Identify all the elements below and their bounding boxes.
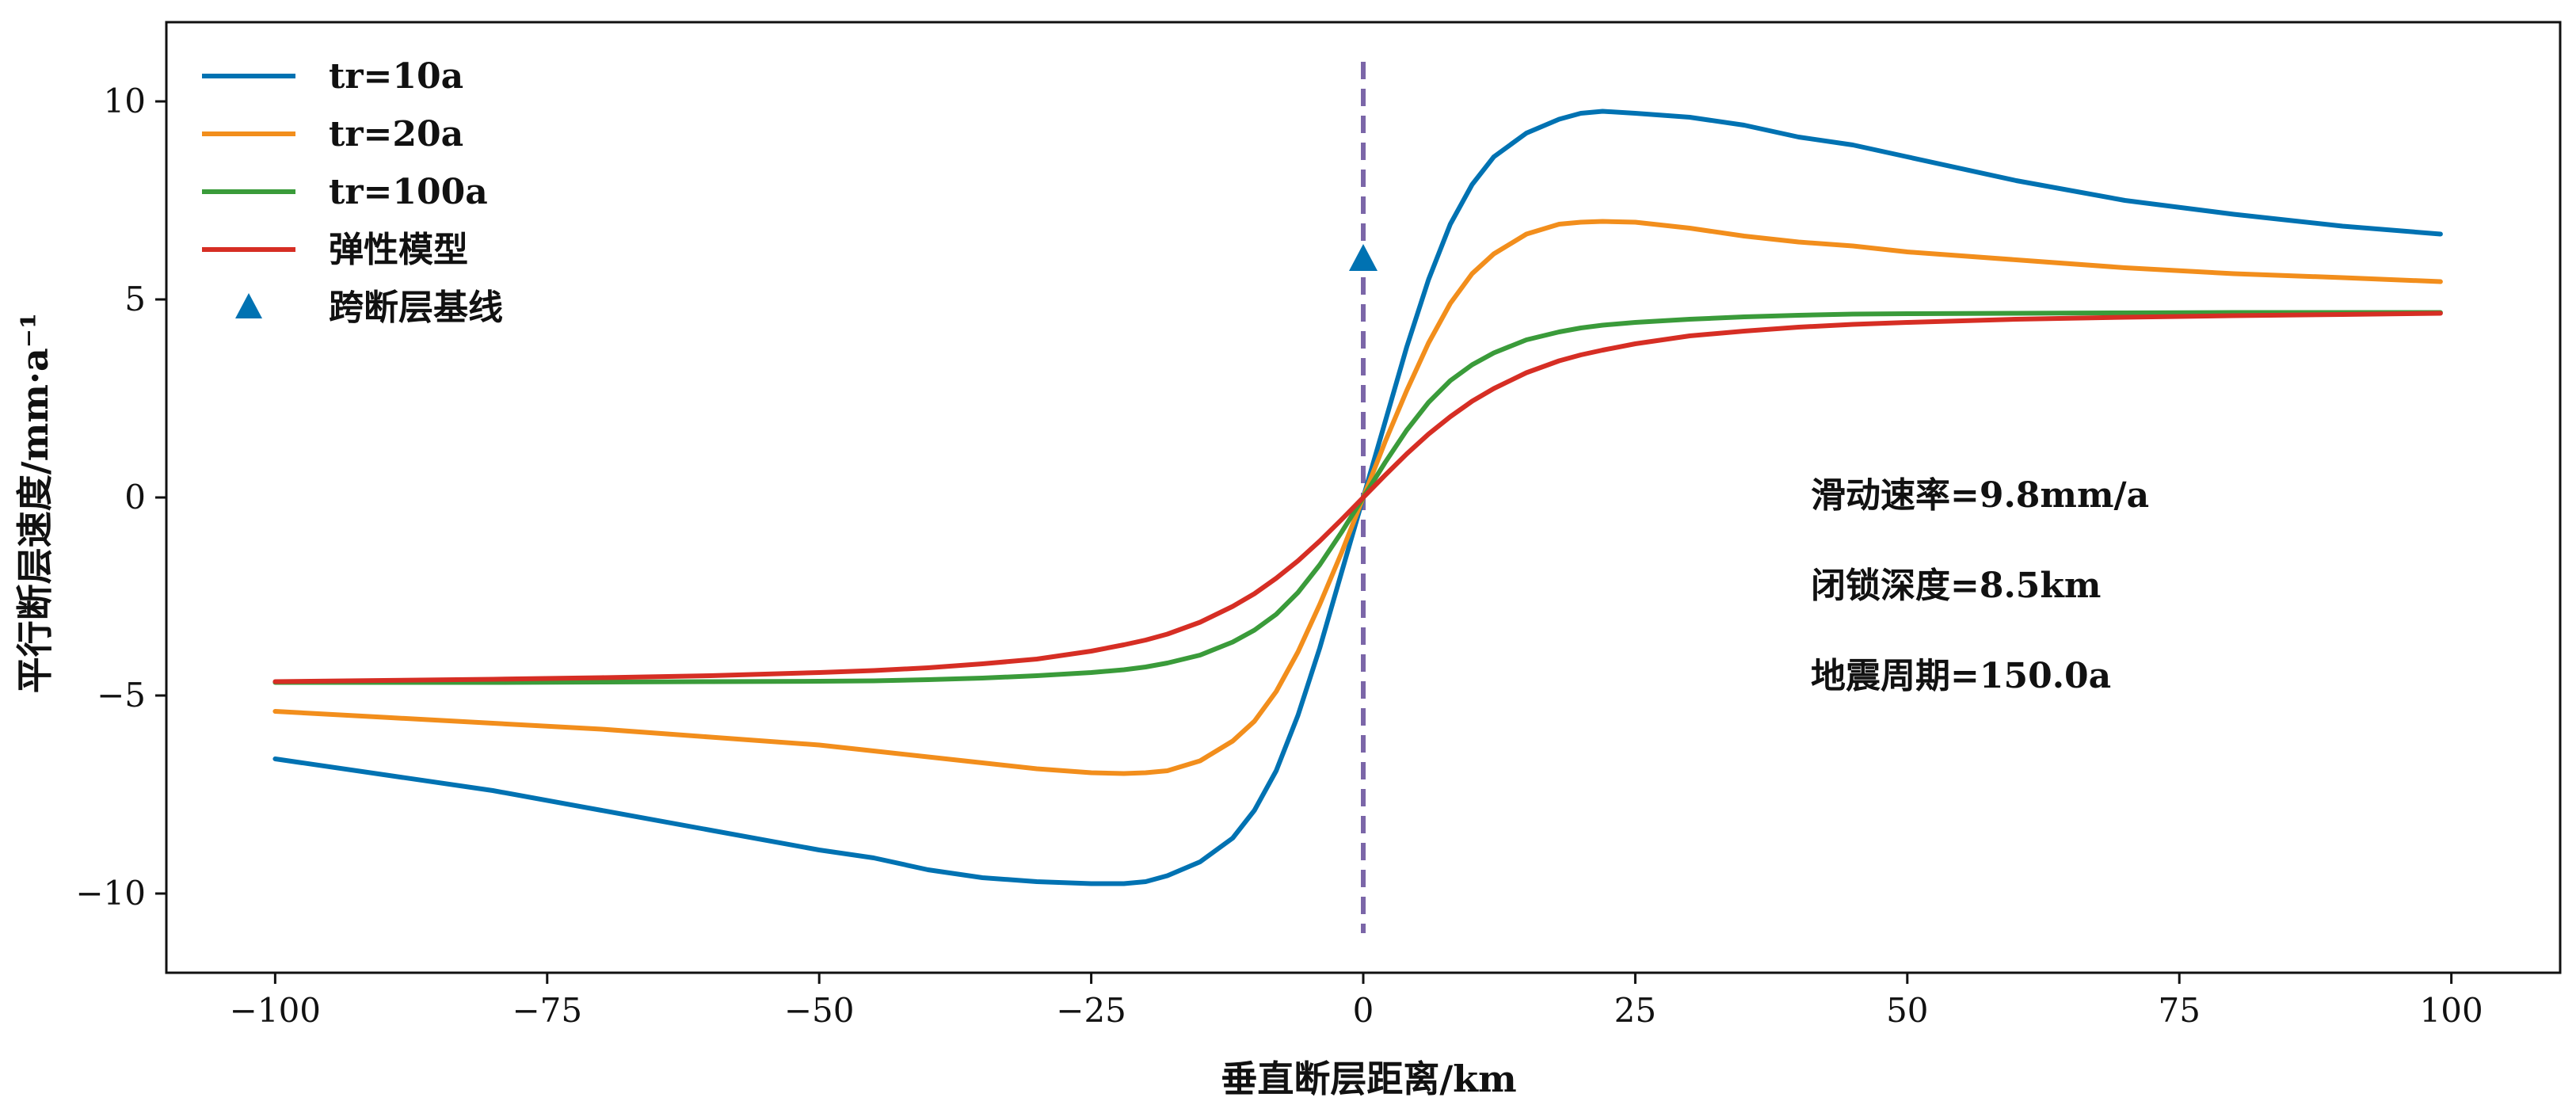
baseline-marker-1 — [1349, 244, 1378, 271]
annotation-1: 滑动速率=9.8mm/a — [1811, 475, 2149, 516]
x-axis-label: 垂直断层距离/km — [1221, 1058, 1516, 1100]
series-line-4 — [272, 311, 2443, 684]
y-axis-label: 平行断层速度/mm·a⁻¹ — [13, 313, 56, 693]
x-tick-label: 50 — [1886, 991, 1928, 1030]
y-tick-label: 10 — [104, 82, 146, 120]
x-tick-label: 100 — [2420, 991, 2483, 1030]
annotation-3: 地震周期=150.0a — [1811, 656, 2111, 696]
legend-label-1: tr=10a — [329, 56, 463, 97]
x-tick-label: 25 — [1614, 991, 1656, 1030]
x-tick-label: 0 — [1353, 991, 1374, 1030]
legend-label-4: 弹性模型 — [329, 230, 468, 270]
legend-label-marker: 跨断层基线 — [329, 288, 503, 328]
y-tick-label: −10 — [75, 874, 146, 913]
x-tick-label: −100 — [230, 991, 321, 1030]
x-tick-label: −25 — [1056, 991, 1126, 1030]
legend-label-3: tr=100a — [329, 172, 488, 212]
x-tick-label: 75 — [2159, 991, 2201, 1030]
legend-marker — [235, 293, 262, 318]
x-tick-label: −75 — [512, 991, 582, 1030]
plot-layer — [272, 62, 2443, 933]
y-tick-label: −5 — [97, 676, 146, 715]
x-tick-label: −50 — [784, 991, 855, 1030]
annotation-box: 滑动速率=9.8mm/a 闭锁深度=8.5km 地震周期=150.0a — [1811, 475, 2149, 696]
y-tick-label: 5 — [124, 280, 146, 318]
legend-label-2: tr=20a — [329, 114, 463, 154]
annotation-2: 闭锁深度=8.5km — [1811, 566, 2101, 606]
y-tick-label: 0 — [124, 478, 146, 516]
